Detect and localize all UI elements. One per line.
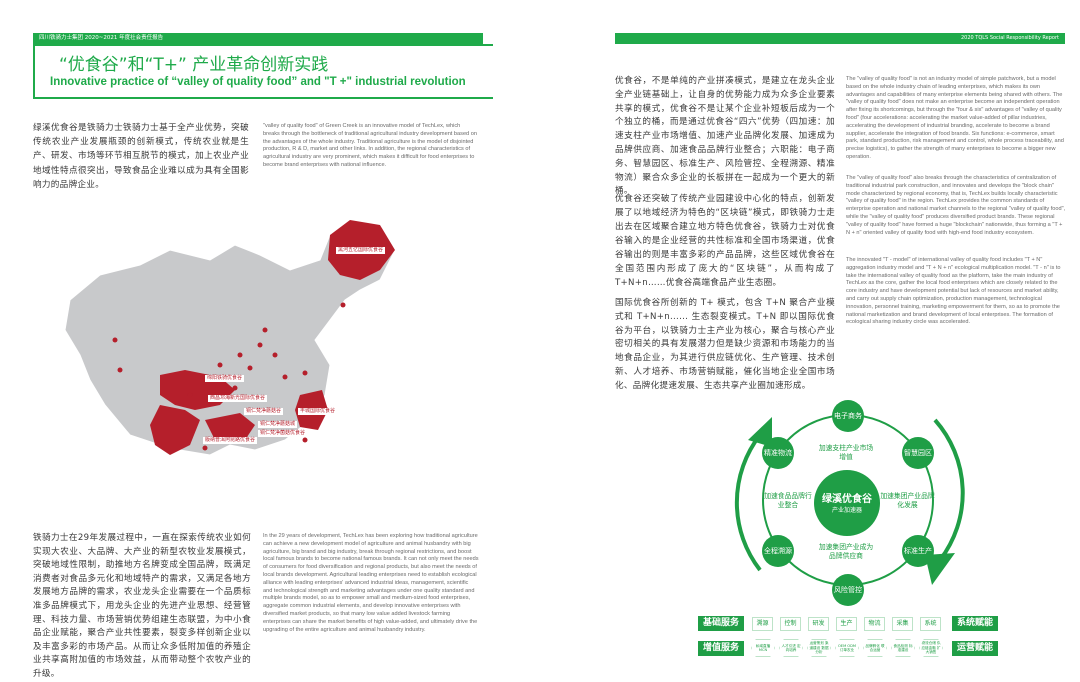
node-traceability: 全程溯源 (762, 535, 794, 567)
intro-en: "valley of quality food" of Green Creek … (263, 123, 477, 168)
center-title: 绿溪优食谷 (822, 494, 872, 505)
value-item: 运营策划 渠道建设 数据分析 (807, 639, 831, 657)
map-label-tongren-gu: 铜仁梵净蘑菇谷 (244, 408, 284, 415)
page-title-en: Innovative practice of “valley of qualit… (50, 76, 466, 88)
map-label-mianyang: 绵阳铁骑优食谷 (205, 375, 245, 382)
basic-item: 物流 (864, 617, 885, 631)
ring-text-bottom: 加速集团产业成为品牌供应商 (818, 543, 874, 560)
map-label-tongren-junggu: 铜仁梵净菌菇优食谷 (258, 430, 308, 437)
value-item: 人才引进 定向培养 (779, 639, 803, 657)
node-ecommerce: 电子商务 (832, 400, 864, 432)
value-item: 食品检测 标准建设 (891, 639, 915, 657)
right-header-band: 2020 TQLS Social Responsibility Report (615, 33, 1065, 44)
intro-zh: 绿溪优食谷是铁骑力士铁骑力士基于全产业优势，突破传统农业产业发展瓶颈的创新模式，… (33, 123, 249, 190)
map-label-heihe: 黑河五亿国际优食谷 (336, 247, 386, 254)
value-item: OEM ODM 订单农业 (835, 639, 859, 657)
p3-zh: 国际优食谷所创新的 T+ 模式，包含 T+N 聚合产业模式和 T+N+n....… (615, 298, 835, 391)
map-dots (112, 302, 346, 451)
ring-text-top: 加速支柱产业市场增值 (818, 444, 874, 461)
title-box: “优食谷”和“T+” 产业革命创新实践 Innovative practice … (33, 44, 493, 99)
center-hub: 绿溪优食谷 产业加速器 (814, 470, 880, 536)
value-item: 品牌孵化 联合运营 (863, 639, 887, 657)
operation-empower-label: 运营赋能 (952, 641, 998, 656)
left-header-band: 四川铁骑力士集团 2020~2021 年度社会责任报告 (33, 33, 483, 44)
body2-en: In the 29 years of development, TechLex … (263, 533, 479, 633)
node-logistics: 精准物流 (762, 437, 794, 469)
center-subtitle: 产业加速器 (831, 507, 862, 514)
map-label-tongren-cheng: 铜仁梵净蘑菇城 (258, 421, 298, 428)
left-arrowhead (748, 417, 772, 447)
p2-en: The "valley of quality food" also breaks… (846, 175, 1066, 236)
basic-services-label: 基础服务 (698, 616, 744, 631)
map-region-yunnan (150, 405, 200, 455)
map-label-banna: 版纳普洱阿昆路优食谷 (203, 437, 258, 444)
value-added-label: 增值服务 (698, 641, 744, 656)
basic-item: 控制 (780, 617, 801, 631)
p1-zh: 优食谷，不是单纯的产业拼凑模式，是建立在龙头企业全产业链基础上，让自身的优势能力… (615, 76, 835, 197)
basic-item: 溯源 (752, 617, 773, 631)
basic-item: 系统 (920, 617, 941, 631)
node-smart-park: 智慧园区 (902, 437, 934, 469)
map-label-xichang: 西昌邛海新光国际优食谷 (208, 395, 268, 402)
node-standard-production: 标准生产 (902, 535, 934, 567)
node-risk-control: 风险管控 (832, 574, 864, 606)
p2-zh: 优食谷还突破了传统产业园建设中心化的特点，创新发展了以地域经济为特色的“区块链”… (615, 194, 835, 288)
left-arrow (734, 433, 762, 572)
right-arrow (933, 418, 965, 562)
china-map (64, 219, 396, 456)
basic-item: 研发 (808, 617, 829, 631)
page-title-zh: “优食谷”和“T+” 产业革命创新实践 (59, 55, 329, 75)
ring-text-right: 加速集团产业品牌化发展 (880, 492, 935, 509)
map-label-fengcheng: 丰城国际优食谷 (298, 408, 338, 415)
right-arrowhead (925, 553, 955, 585)
body2-zh: 铁骑力士在29年发展过程中，一直在探索传统农业如何实现大农业、大品牌、大产业的新… (33, 533, 251, 679)
value-item: 物流仓储 供应链金融 扩大销售 (919, 639, 943, 657)
p1-en: The "valley of quality food" is not an i… (846, 76, 1064, 160)
p3-en: The innovated "T - model" of internation… (846, 257, 1061, 326)
system-empower-label: 系统赋能 (952, 616, 998, 631)
basic-item: 生产 (836, 617, 857, 631)
ring-text-left: 加速食品品牌行业整合 (764, 492, 812, 509)
value-item: 私域直播 MCN (751, 639, 775, 657)
map-region-guizhou (205, 413, 255, 440)
basic-item: 采集 (892, 617, 913, 631)
